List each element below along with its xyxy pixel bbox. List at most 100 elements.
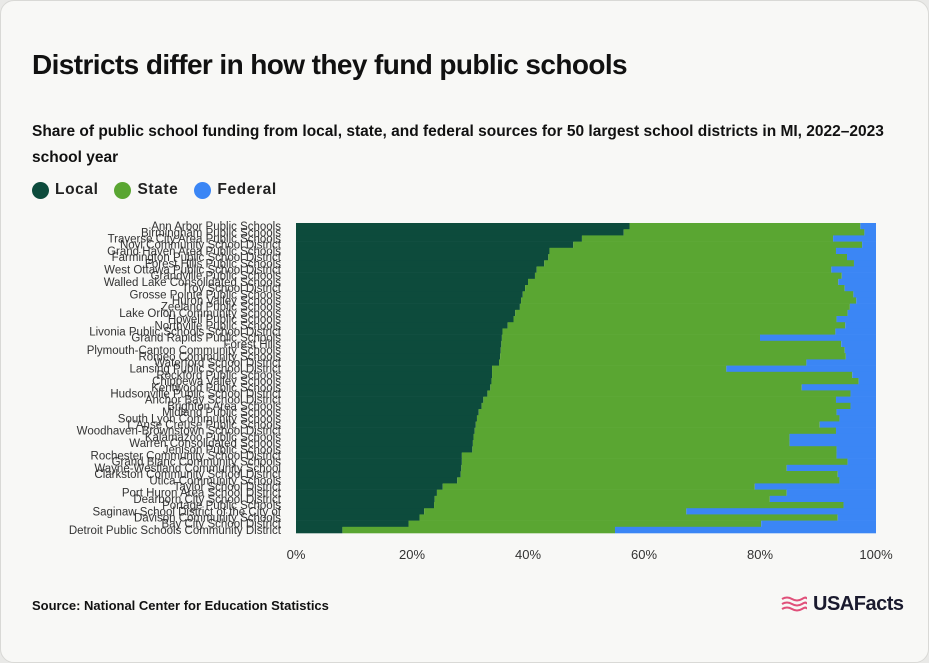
bar-segment-local — [296, 285, 526, 292]
brand-name: USAFacts — [813, 593, 904, 615]
bar-segment-state — [513, 316, 837, 323]
category-label: Grand Blanc Community Schools — [112, 457, 282, 469]
bar-segment-local — [296, 297, 522, 304]
x-tick-label: 100% — [859, 547, 893, 562]
x-tick-label: 80% — [747, 547, 773, 562]
category-label: Jenison Public Schools — [163, 444, 282, 456]
bar-segment-state — [548, 254, 847, 261]
bar-segment-local — [296, 359, 499, 366]
bar-segment-federal — [836, 446, 876, 453]
flag-icon — [781, 596, 807, 611]
bar-segment-federal — [836, 409, 876, 416]
bar-segment-local — [296, 316, 514, 323]
source-note: Source: National Center for Education St… — [32, 598, 329, 613]
bar-segment-state — [492, 365, 727, 373]
category-label: Grosse Pointe Public Schools — [130, 289, 282, 301]
bar-segment-local — [296, 353, 501, 360]
bar-segment-federal — [850, 390, 876, 397]
category-label: Kentwood Public Schools — [151, 382, 281, 394]
category-label: Grandville Public Schools — [151, 271, 282, 283]
bar-segment-state — [461, 464, 787, 472]
bar-segment-local — [296, 390, 488, 397]
bar-segment-local — [296, 514, 420, 521]
legend: Local State Federal — [32, 181, 277, 199]
x-tick-label: 60% — [631, 547, 657, 562]
bar-segment-federal — [801, 384, 876, 391]
category-label: Novi Community School District — [120, 240, 282, 252]
bar-segment-state — [474, 427, 836, 435]
bar-segment-local — [296, 520, 409, 528]
bar-segment-state — [492, 371, 853, 379]
bar-segment-local — [296, 421, 476, 428]
bar-segment-local — [296, 254, 549, 261]
bar-segment-state — [434, 495, 770, 503]
bar-segment-local — [296, 291, 523, 298]
category-label: Kalamazoo Public Schools — [145, 432, 281, 444]
bar-segment-federal — [847, 458, 876, 466]
bar-segment-state — [544, 260, 854, 267]
category-label: Grand Haven Area Public Schools — [107, 246, 281, 258]
category-label: Lansing Public School District — [130, 364, 282, 376]
category-label: Livonia Public Schools School District — [89, 327, 282, 339]
category-label: Forest Hills — [223, 339, 281, 351]
bar-segment-state — [461, 458, 848, 466]
category-label: Port Huron Area School District — [122, 488, 282, 500]
category-label: Rochester Community School District — [91, 451, 282, 463]
bar-segment-state — [457, 477, 840, 484]
category-label: Ann Arbor Public Schools — [151, 221, 281, 233]
bar-segment-state — [475, 421, 820, 428]
bar-segment-federal — [806, 359, 876, 366]
bar-segment-local — [296, 464, 462, 472]
bar-segment-state — [419, 514, 838, 521]
bar-segment-state — [507, 322, 846, 329]
category-label: Clarkston Community School District — [94, 469, 281, 481]
bar-segment-local — [296, 241, 574, 249]
bar-segment-state — [481, 402, 851, 410]
bar-segment-local — [296, 402, 482, 410]
category-label: Waterford School District — [154, 358, 282, 370]
bar-segment-state — [424, 508, 687, 515]
bar-segment-state — [502, 328, 836, 335]
category-label: Utica Community Schools — [149, 475, 281, 487]
bar-segment-federal — [844, 347, 876, 354]
bar-segment-federal — [786, 489, 876, 497]
bar-segment-state — [342, 526, 615, 534]
bar-segment-federal — [853, 260, 876, 267]
bar-segment-state — [500, 353, 846, 360]
category-label: Bay City School District — [161, 519, 281, 531]
bar-segment-local — [296, 371, 493, 379]
bar-segment-local — [296, 340, 502, 348]
x-tick-label: 20% — [399, 547, 425, 562]
category-label: Dearborn City School District — [133, 494, 281, 506]
x-tick-label: 40% — [515, 547, 541, 562]
legend-swatch-federal — [194, 181, 212, 199]
bar-segment-local — [296, 365, 493, 373]
category-label: West Ottawa Public School District — [104, 265, 282, 277]
bar-segment-federal — [761, 520, 876, 528]
legend-swatch-state — [114, 181, 132, 199]
category-label: Detroit Public Schools Community Distric… — [69, 525, 282, 537]
legend-item-state: State — [114, 181, 178, 199]
bar-segment-state — [442, 483, 755, 490]
category-label: Traverse City Area Public Schools — [108, 234, 282, 246]
bar-segment-federal — [847, 254, 876, 261]
legend-item-federal: Federal — [194, 181, 276, 199]
bar-segment-local — [296, 458, 462, 466]
bar-segment-state — [434, 502, 844, 509]
bar-segment-local — [296, 303, 520, 311]
bar-segment-federal — [836, 452, 876, 459]
bar-segment-state — [534, 272, 842, 280]
category-label: Anchor Bay School District — [145, 395, 282, 407]
bar-segment-federal — [847, 309, 876, 317]
bar-segment-federal — [789, 433, 876, 441]
bar-segment-local — [296, 526, 343, 534]
bar-segment-local — [296, 452, 462, 459]
bar-segment-local — [296, 433, 474, 441]
bar-segment-federal — [686, 508, 876, 515]
category-label: Chippewa Valley Schools — [152, 376, 281, 388]
bar-segment-federal — [789, 440, 876, 447]
chart-subtitle: Share of public school funding from loca… — [32, 123, 884, 166]
category-label: Farmington Public School District — [112, 252, 282, 264]
bar-segment-federal — [845, 322, 876, 329]
bar-segment-local — [296, 502, 435, 509]
